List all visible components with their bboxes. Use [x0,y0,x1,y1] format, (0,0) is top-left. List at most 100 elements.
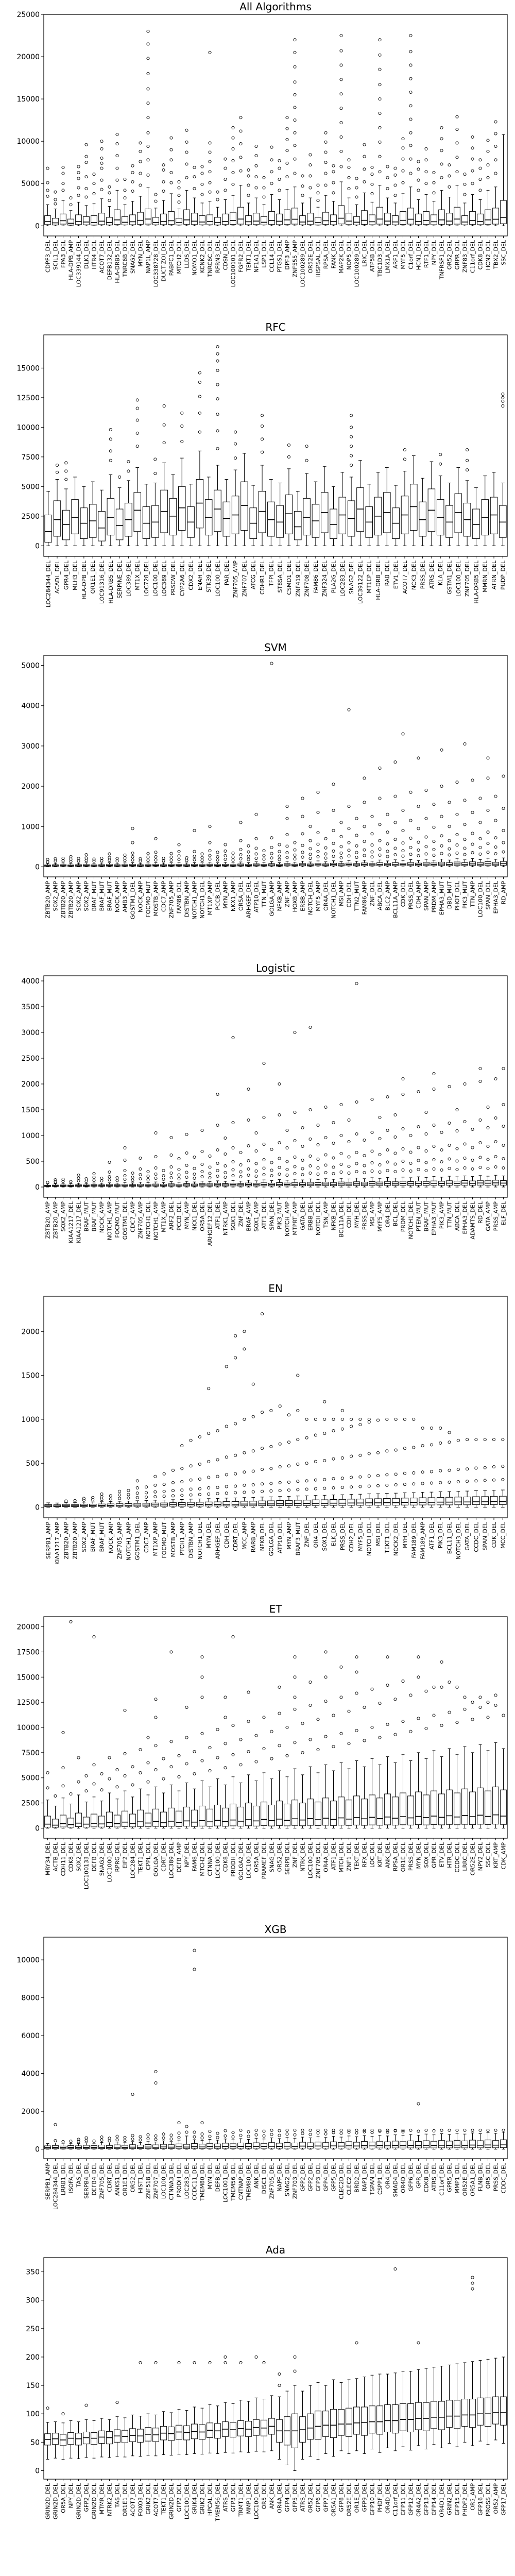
box-36 [322,1105,329,1188]
outlier-point [448,1143,451,1147]
outlier-point [394,1472,398,1476]
box-23 [222,1696,229,1828]
box-38 [338,33,345,226]
x-tick-label: OR4A_DEL [323,880,330,911]
x-tick-label: LMX1A_DEL [385,240,391,274]
outlier-point [403,1447,407,1450]
box-36 [322,2128,329,2150]
outlier-point [308,853,312,856]
box-iqr [299,215,306,225]
box-6 [91,1172,97,1188]
x-tick-label: TBC1D3_DEL [377,240,384,277]
outlier-point [347,1709,351,1713]
outlier-point [231,858,235,862]
outlier-point [247,1173,250,1177]
outlier-point [260,1447,264,1450]
outlier-point [169,1136,173,1140]
x-tick-label: ZNF518_DEL [145,2162,152,2199]
box-56 [477,796,484,867]
outlier-point [84,175,88,179]
box-3 [67,1180,74,1188]
outlier-point [432,2129,436,2133]
outlier-point [412,1417,416,1421]
x-tick-label: TNRC6B_DEL [122,240,129,277]
outlier-point [54,2123,57,2126]
panel-3: Logistic05001000150020002500300035004000… [21,962,508,1246]
outlier-point [118,1489,122,1493]
outlier-point [455,141,459,145]
box-26 [245,1087,252,1188]
outlier-point [278,850,281,853]
outlier-point [239,156,243,159]
x-tick-label: EPHA3_MUT [439,881,445,915]
panel-title: RFC [265,321,285,333]
box-20 [222,479,231,546]
box-iqr [115,509,124,540]
box-iqr [249,1501,257,1506]
outlier-point [412,1471,416,1475]
box-28 [261,1061,267,1188]
outlier-point [84,859,88,862]
outlier-point [308,1025,312,1029]
outlier-point [332,783,335,786]
outlier-point [463,1166,467,1170]
outlier-point [131,189,134,193]
x-tick-label: MYH_DEL [402,1521,408,1548]
outlier-point [339,149,343,153]
box-8 [106,852,113,867]
x-tick-label: GOSTM1_DEL [122,1201,129,1240]
box-42 [369,815,375,867]
outlier-point [254,144,258,148]
outlier-point [239,853,243,857]
outlier-point [169,855,173,859]
x-tick-label: C11orf_DEL [470,240,476,273]
outlier-point [463,838,467,841]
outlier-point [455,1147,459,1150]
x-tick-label: SNAG2_DEL [130,240,136,274]
outlier-point [153,471,157,476]
x-tick-label: CDK_DEL [491,1521,497,1548]
outlier-point [296,1438,300,1442]
outlier-point [231,1174,235,1178]
box-iqr [499,505,507,538]
outlier-point [417,827,420,831]
box-iqr [294,1500,302,1506]
outlier-point [200,1732,204,1735]
box-iqr [114,209,121,225]
outlier-point [355,2128,358,2132]
x-tick-label: ARHGEF_DEL [246,880,252,918]
box-iqr [114,2144,121,2149]
x-tick-label: PTCH1_AMP [179,1522,185,1555]
outlier-point [471,169,474,173]
outlier-point [115,859,119,863]
outlier-point [494,819,497,822]
outlier-point [260,414,264,417]
x-tick-label: DISTBN_AMP [184,881,191,918]
outlier-point [131,1178,134,1182]
outlier-point [135,406,139,410]
outlier-point [409,157,413,161]
x-tick-label: STK39_DEL [205,560,212,592]
outlier-point [208,1746,212,1750]
outlier-point [224,1716,227,1719]
outlier-point [91,1496,95,1499]
outlier-point [324,161,328,164]
outlier-point [409,1133,413,1138]
box-iqr [438,1793,445,1825]
outlier-point [339,78,343,81]
x-tick-label: GPR_DEL [431,1842,438,1868]
outlier-point [293,2133,297,2137]
outlier-point [154,2134,158,2138]
outlier-point [350,435,353,438]
outlier-point [378,839,382,842]
x-tick-label: SNAG2_DEL [284,2162,291,2196]
outlier-point [185,1151,188,1155]
outlier-point [455,115,459,118]
outlier-point [69,855,73,858]
box-17 [176,1157,182,1188]
x-tick-label: CTNNA_DEL [207,1842,214,1876]
x-tick-label: NFKB_DEL [331,1201,337,1230]
x-tick-label: ATP10_DEL [253,880,260,912]
outlier-point [308,163,312,167]
outlier-point [224,177,227,181]
